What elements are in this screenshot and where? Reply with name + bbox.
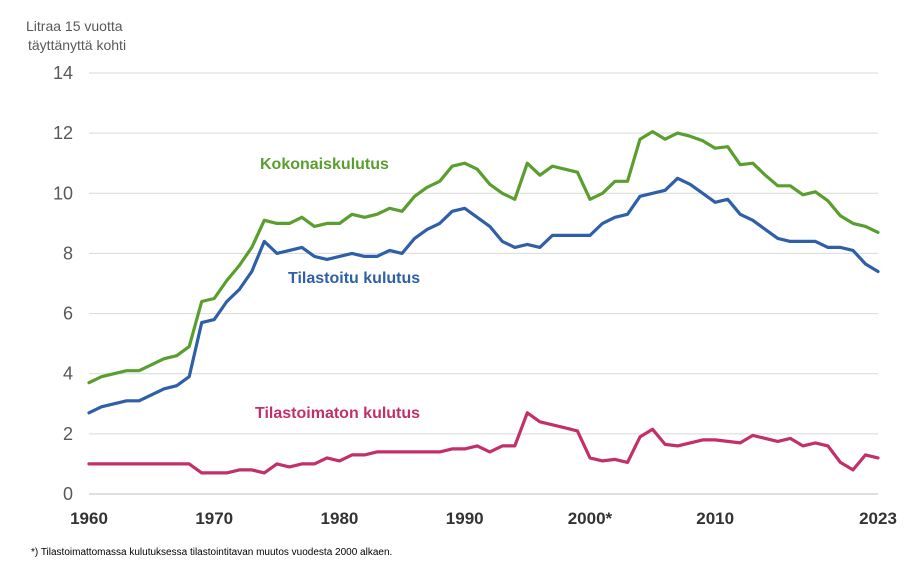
y-axis-title-line-1: Litraa 15 vuotta: [26, 18, 123, 34]
y-axis-title-line-2: täyttänyttä kohti: [28, 37, 126, 53]
footnote: *) Tilastoimattomassa kulutuksessa tilas…: [31, 547, 392, 558]
gridlines: [89, 72, 878, 495]
y-axis-tick-labels: 0 2 4 6 8 10 12 14: [53, 63, 73, 504]
series-line-1: [87, 176, 880, 415]
x-tick-label: 2023: [859, 509, 897, 528]
y-tick-label: 10: [53, 183, 73, 203]
y-tick-label: 6: [63, 304, 73, 324]
series-label-tilastoitu-kulutus: Tilastoitu kulutus: [288, 270, 420, 287]
x-tick-label: 2010: [696, 509, 734, 528]
y-tick-label: 14: [53, 63, 73, 83]
y-tick-label: 4: [63, 364, 73, 384]
x-tick-label: 1990: [446, 509, 484, 528]
series-line-2: [87, 411, 880, 475]
x-axis-tick-labels: 1960 1970 1980 1990 2000* 2010 2023: [70, 509, 897, 528]
x-tick-label: 1970: [195, 509, 233, 528]
x-tick-label: 1960: [70, 509, 108, 528]
y-tick-label: 12: [53, 123, 73, 143]
x-tick-label: 1980: [321, 509, 359, 528]
series-line-0: [87, 130, 880, 385]
y-tick-label: 8: [63, 243, 73, 263]
x-tick-label: 2000*: [568, 509, 613, 528]
series-lines: [87, 130, 880, 475]
y-tick-label: 0: [63, 484, 73, 504]
series-label-tilastoimaton-kulutus: Tilastoimaton kulutus: [255, 405, 420, 422]
series-label-kokonaiskulutus: Kokonaiskulutus: [260, 156, 389, 173]
y-tick-label: 2: [63, 424, 73, 444]
